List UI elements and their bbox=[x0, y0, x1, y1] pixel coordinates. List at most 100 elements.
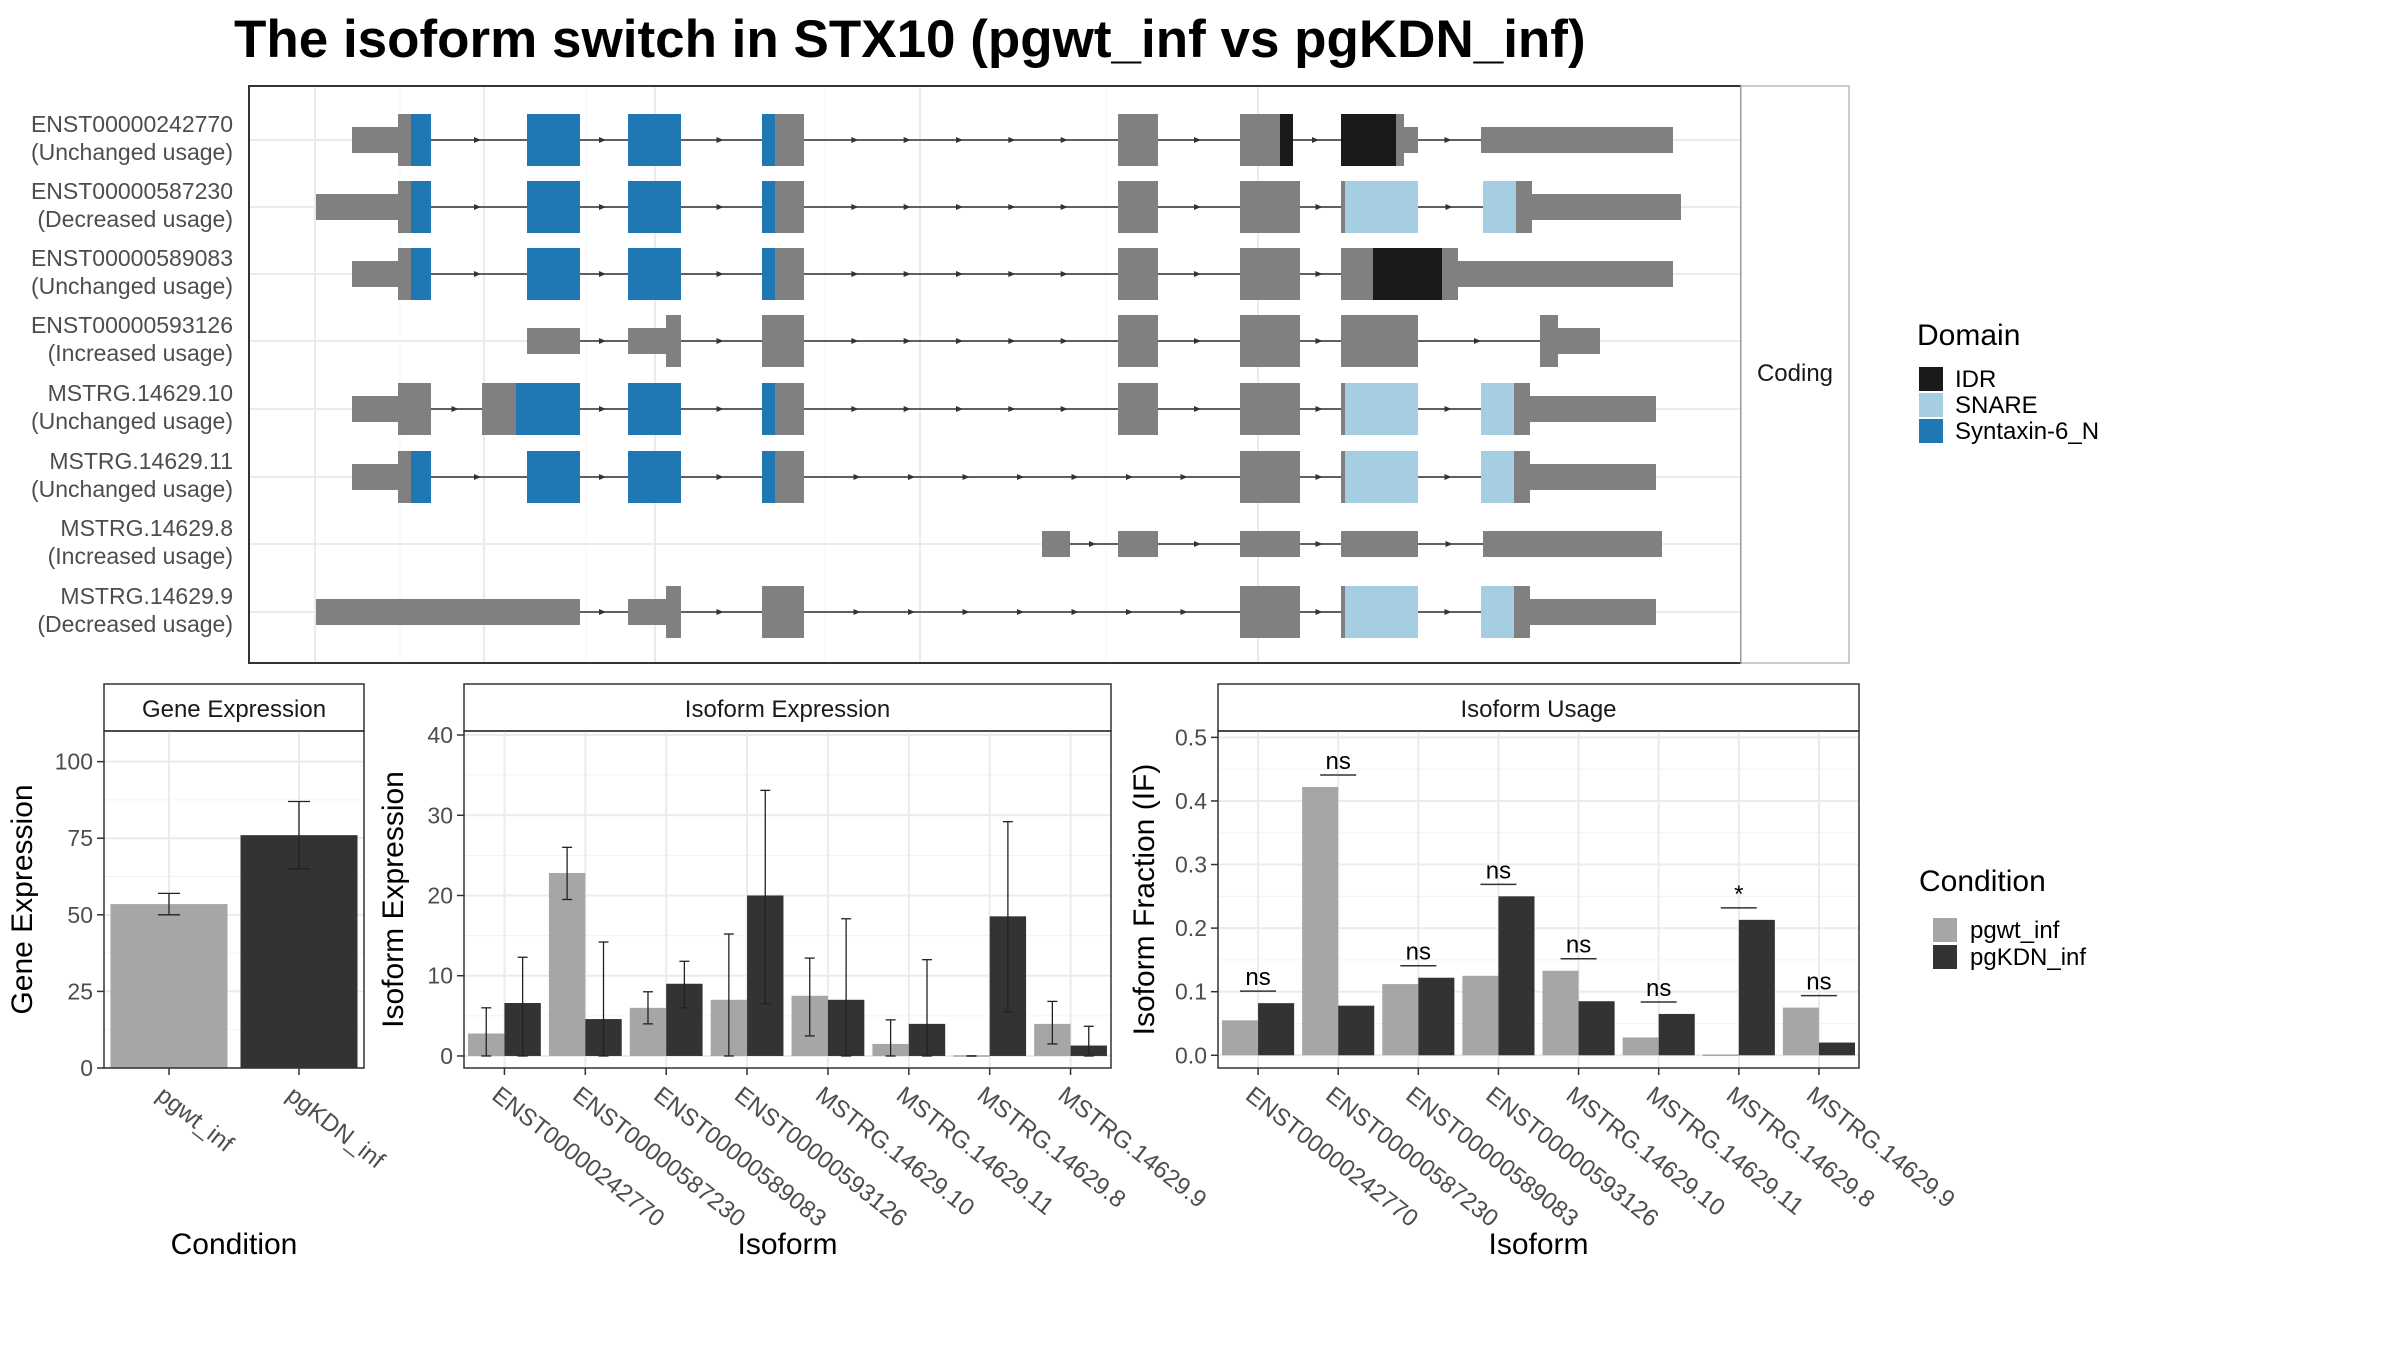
y-tick-label: 20 bbox=[427, 882, 453, 908]
utr-segment bbox=[1042, 531, 1070, 557]
isoform-structure-row bbox=[1042, 531, 1662, 557]
domain-legend-swatch bbox=[1919, 367, 1943, 391]
intron-arrow bbox=[1008, 137, 1016, 143]
intron-arrow bbox=[853, 609, 861, 615]
coding-segment bbox=[1118, 315, 1158, 367]
intron-arrow bbox=[474, 474, 481, 480]
coding-segment bbox=[1540, 315, 1558, 367]
coding-segment bbox=[527, 248, 580, 300]
intron-arrow bbox=[1315, 474, 1323, 480]
isoform-row-id: MSTRG.14629.10 bbox=[48, 380, 233, 406]
y-tick-label: 0 bbox=[80, 1055, 93, 1081]
intron-arrow bbox=[474, 271, 481, 277]
isoform-expression-chart: Isoform Expression010203040ENST000002427… bbox=[377, 683, 1211, 1261]
utr-segment bbox=[316, 194, 398, 220]
panel-strip bbox=[1217, 683, 1860, 732]
gene-expression-chart: Gene Expression 0 25 50 75 100 pgwt_inf pgKDN_i… bbox=[6, 683, 390, 1261]
isoform-row-usage: (Increased usage) bbox=[48, 543, 233, 569]
isoform-structure-row bbox=[316, 586, 1656, 638]
utr-segment bbox=[1481, 127, 1673, 153]
utr-segment bbox=[1458, 261, 1673, 287]
intron-arrow bbox=[851, 406, 859, 412]
condition-legend-label: pgKDN_inf bbox=[1970, 944, 2086, 971]
intron-arrow bbox=[1444, 137, 1452, 143]
domain-legend-label: Syntaxin-6_N bbox=[1955, 418, 2099, 445]
bar bbox=[1338, 1005, 1375, 1056]
y-tick-label: 75 bbox=[67, 825, 93, 851]
intron-arrow bbox=[851, 271, 859, 277]
isoform-structure-row bbox=[352, 451, 1656, 503]
x-axis-title: Condition bbox=[171, 1228, 298, 1261]
y-tick-label: 25 bbox=[67, 978, 93, 1004]
intron-arrow bbox=[956, 137, 963, 143]
coding-segment bbox=[1240, 114, 1280, 166]
coding-segment bbox=[1345, 451, 1418, 503]
x-tick-label: pgwt_inf bbox=[151, 1081, 238, 1158]
intron-arrow bbox=[1444, 474, 1452, 480]
isoform-row-id: MSTRG.14629.8 bbox=[60, 515, 233, 541]
coding-segment bbox=[516, 383, 580, 435]
panel-border bbox=[103, 730, 365, 1069]
intron-arrow bbox=[1060, 406, 1068, 412]
coding-segment bbox=[398, 248, 411, 300]
structure-row-labels: ENST00000242770(Unchanged usage)ENST0000… bbox=[31, 111, 233, 637]
intron-arrow bbox=[1017, 474, 1024, 480]
bar bbox=[1622, 1037, 1659, 1056]
intron-arrow bbox=[1008, 406, 1016, 412]
coding-segment bbox=[1341, 181, 1345, 233]
bar bbox=[548, 873, 586, 1056]
isoform-row-usage: (Decreased usage) bbox=[37, 611, 233, 637]
intron-arrow bbox=[1312, 137, 1319, 143]
y-axis-title: Isoform Fraction (IF) bbox=[1128, 764, 1161, 1036]
intron-arrow bbox=[716, 406, 724, 412]
intron-arrow bbox=[956, 271, 963, 277]
x-axis-title: Isoform bbox=[1488, 1228, 1588, 1261]
significance-label: ns bbox=[1326, 748, 1351, 775]
y-tick-label: 0.1 bbox=[1175, 979, 1207, 1005]
bar bbox=[240, 835, 358, 1068]
condition-legend-swatch bbox=[1933, 918, 1957, 942]
intron-arrow bbox=[1071, 474, 1079, 480]
coding-segment bbox=[1341, 114, 1396, 166]
bar bbox=[1498, 896, 1535, 1056]
intron-arrow bbox=[474, 204, 481, 210]
coding-segment bbox=[1514, 586, 1530, 638]
utr-segment bbox=[352, 127, 398, 153]
isoform-row-usage: (Decreased usage) bbox=[37, 206, 233, 232]
intron-arrow bbox=[1445, 204, 1453, 210]
intron-arrow bbox=[716, 271, 724, 277]
coding-segment bbox=[411, 451, 431, 503]
y-tick-label: 0.3 bbox=[1175, 852, 1207, 878]
intron-arrow bbox=[851, 137, 859, 143]
coding-segment bbox=[1483, 181, 1516, 233]
utr-segment bbox=[1530, 599, 1656, 625]
intron-arrow bbox=[599, 406, 606, 412]
isoform-structure-row bbox=[352, 248, 1673, 300]
bar bbox=[1302, 786, 1339, 1056]
y-tick-label: 0.4 bbox=[1175, 788, 1207, 814]
intron-arrow bbox=[1194, 204, 1201, 210]
utr-segment bbox=[1404, 127, 1418, 153]
intron-arrow bbox=[1315, 609, 1323, 615]
intron-arrow bbox=[908, 609, 915, 615]
intron-arrow bbox=[1315, 541, 1323, 547]
coding-segment bbox=[1118, 181, 1158, 233]
coding-segment bbox=[398, 181, 411, 233]
coding-segment bbox=[1373, 248, 1442, 300]
structure-facet-strip bbox=[1740, 85, 1850, 664]
intron-arrow bbox=[1315, 338, 1323, 344]
coding-segment bbox=[1240, 586, 1300, 638]
figure-title: The isoform switch in STX10 (pgwt_inf vs… bbox=[234, 10, 1586, 69]
intron-arrow bbox=[599, 204, 606, 210]
intron-arrow bbox=[1008, 204, 1016, 210]
coding-segment bbox=[762, 114, 775, 166]
structure-rows bbox=[316, 114, 1681, 638]
significance-label: ns bbox=[1646, 975, 1671, 1002]
coding-segment bbox=[628, 181, 681, 233]
intron-arrow bbox=[1180, 609, 1188, 615]
panel-strip bbox=[103, 683, 365, 732]
coding-segment bbox=[1240, 248, 1300, 300]
condition-legend-label: pgwt_inf bbox=[1970, 917, 2060, 944]
